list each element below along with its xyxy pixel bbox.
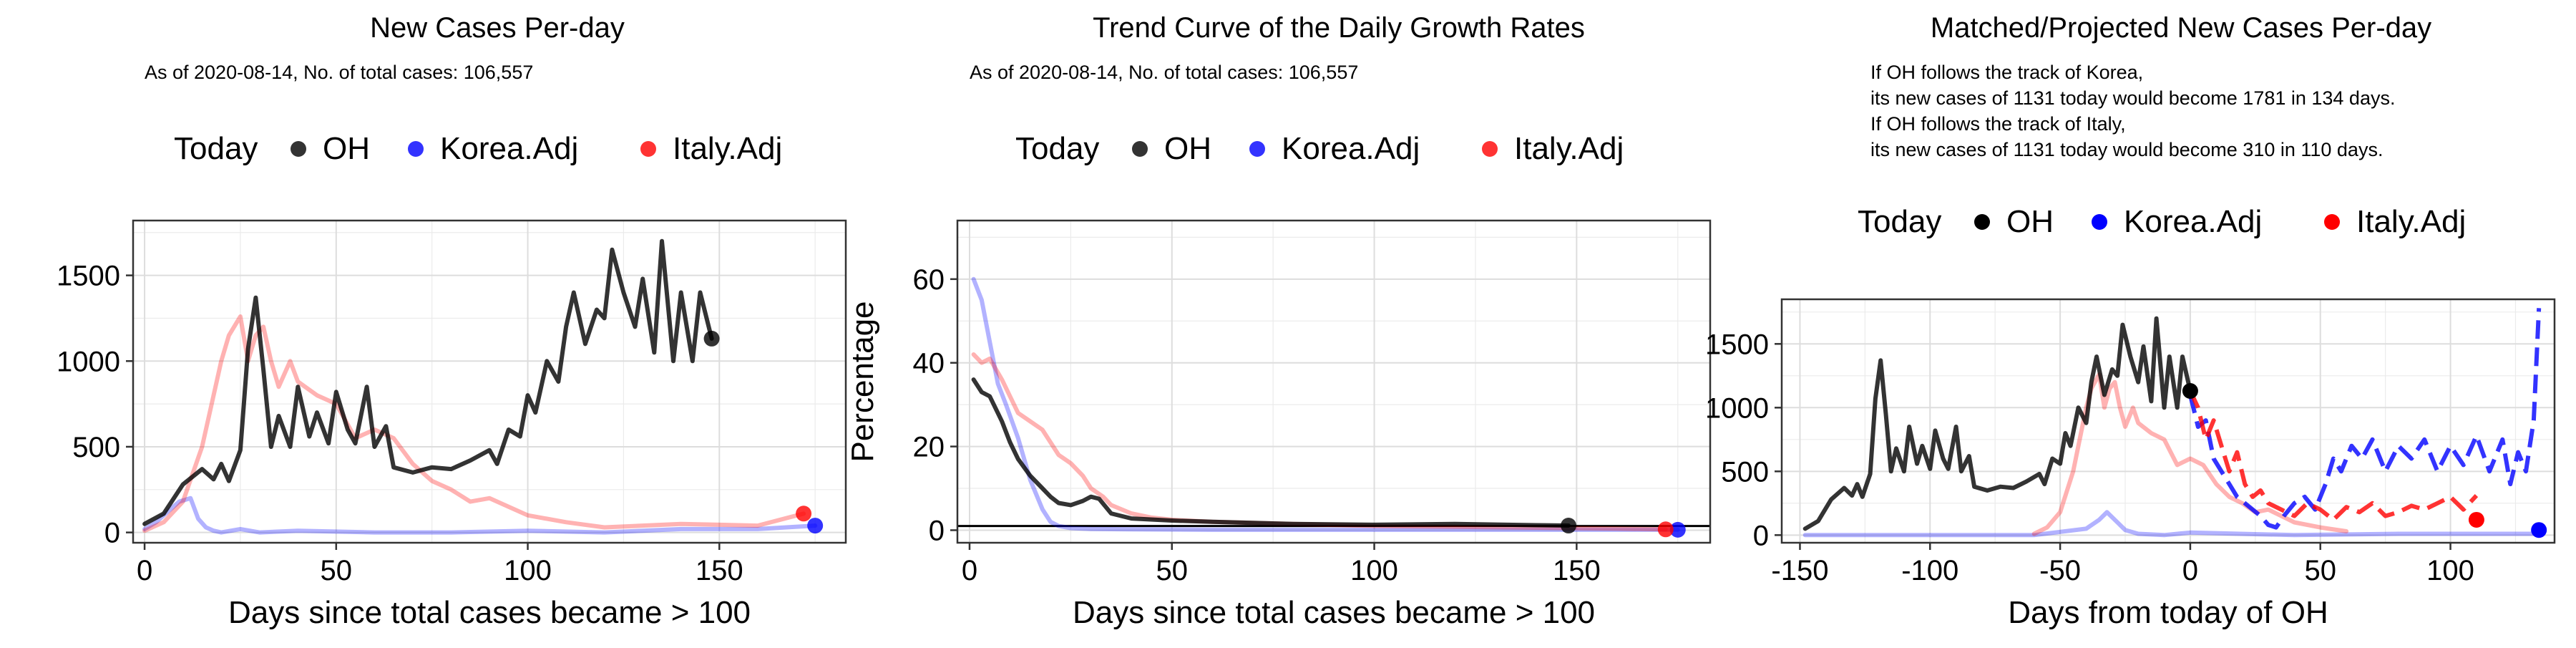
grid [957,221,1710,543]
legend-label-italy: Italy.Adj [1514,131,1624,166]
series-line-korea-adj [142,495,818,535]
legend-title: Today [1015,131,1099,166]
legend-marker-italy [640,141,656,157]
today-point-oh [1561,518,1577,534]
today-point-italy-adj [2468,511,2484,528]
legend-label-italy: Italy.Adj [673,131,782,166]
y-axis-label: Percentage [845,301,880,462]
legend-marker-korea [2092,214,2107,230]
chart-annotation-line: its new cases of 1131 today would become… [1870,87,2395,109]
today-point-oh [2182,382,2198,399]
series-group [957,276,1710,532]
chart-panel-2: Trend Curve of the Daily Growth Rates As … [845,12,1712,630]
x-tick-label: -100 [1901,555,1958,586]
plot-border [1780,298,2556,544]
y-tick-label: 40 [913,348,945,379]
x-tick-label: 100 [504,555,552,586]
legend-marker-korea [1249,141,1265,157]
plot-border [132,219,847,544]
y-tick-label: 60 [913,264,945,296]
x-axis-label: Days since total cases became > 100 [1073,595,1595,630]
legend-title: Today [1858,204,1941,239]
chart-subtitle: As of 2020-08-14, No. of total cases: 10… [970,62,1358,83]
legend-label-oh: OH [2006,204,2054,239]
y-tick-label: 500 [1721,456,1769,488]
legend-marker-korea [408,141,424,157]
x-tick-label: 0 [962,555,977,586]
chart-subtitle: As of 2020-08-14, No. of total cases: 10… [145,62,533,83]
series-line-oh [1802,316,2192,531]
chart-title: Trend Curve of the Daily Growth Rates [1093,12,1585,44]
x-axis-label: Days since total cases became > 100 [228,595,751,630]
legend-marker-oh [1974,214,1990,230]
series-line-oh [142,238,714,526]
legend-marker-italy [1482,141,1498,157]
legend-label-korea: Korea.Adj [1282,131,1420,166]
legend-label-italy: Italy.Adj [2356,204,2466,239]
plot-border [956,219,1712,544]
chart-annotation-line: its new cases of 1131 today would become… [1870,139,2383,160]
x-tick-label: -150 [1771,555,1828,586]
chart-annotation-line: If OH follows the track of Italy, [1870,113,2126,135]
y-tick-label: 0 [929,515,945,546]
series-line-italy-adj [142,314,806,533]
series-line-korea-adj [1802,510,2542,538]
series-group [1802,308,2542,538]
chart-legend: Today OH Korea.Adj Italy.Adj [174,131,782,166]
x-tick-label: 0 [137,555,152,586]
legend-title: Today [174,131,258,166]
today-point-korea-adj [2531,522,2547,538]
x-tick-label: 50 [1156,555,1189,586]
today-point-korea-adj [807,518,824,534]
x-axis-label: Days from today of OH [2008,595,2328,630]
chart-title: Matched/Projected New Cases Per-day [1931,12,2431,44]
y-tick-label: 500 [72,432,120,463]
x-tick-label: 0 [2182,555,2198,586]
projection-line-korea-adj [2187,308,2542,530]
x-tick-label: -50 [2039,555,2081,586]
legend-label-oh: OH [1164,131,1211,166]
chart-legend: Today OH Korea.Adj Italy.Adj [1858,204,2466,239]
today-point-oh [703,330,720,347]
series-line-korea-adj [971,276,1680,532]
legend-marker-oh [291,141,306,157]
plot-area [957,221,1710,543]
today-point-italy-adj [796,506,812,522]
y-tick-label: 0 [1753,520,1769,551]
chart-panel-1: New Cases Per-day As of 2020-08-14, No. o… [57,12,847,630]
series-group [142,238,818,535]
chart-title: New Cases Per-day [370,12,625,44]
x-tick-label: 50 [321,555,353,586]
chart-legend: Today OH Korea.Adj Italy.Adj [1015,131,1624,166]
axes: 0 50 100 150 0 20 40 60 Days since total cases b… [845,264,1601,630]
y-tick-label: 1500 [1705,329,1769,360]
legend-label-korea: Korea.Adj [2124,204,2262,239]
x-tick-label: 100 [1350,555,1398,586]
y-tick-label: 1000 [57,346,120,377]
x-tick-label: 50 [2304,555,2336,586]
chart-panel-3: Matched/Projected New Cases Per-day If OH… [1705,12,2556,630]
x-tick-label: 150 [696,555,743,586]
today-point-italy-adj [1657,521,1674,538]
y-tick-label: 1500 [57,261,120,292]
series-line-oh [971,377,1571,528]
grid [133,221,846,543]
legend-marker-italy [2324,214,2340,230]
x-tick-label: 100 [2426,555,2474,586]
chart-annotation-line: If OH follows the track of Korea, [1870,62,2143,83]
y-tick-label: 1000 [1705,392,1769,424]
legend-label-korea: Korea.Adj [440,131,578,166]
x-tick-label: 150 [1553,555,1601,586]
plot-area [133,221,846,543]
today-point-korea-adj [1669,521,1686,538]
legend-marker-oh [1132,141,1148,157]
y-tick-label: 0 [104,518,120,549]
legend-label-oh: OH [323,131,370,166]
plot-area [1782,299,2555,543]
y-tick-label: 20 [913,432,945,463]
